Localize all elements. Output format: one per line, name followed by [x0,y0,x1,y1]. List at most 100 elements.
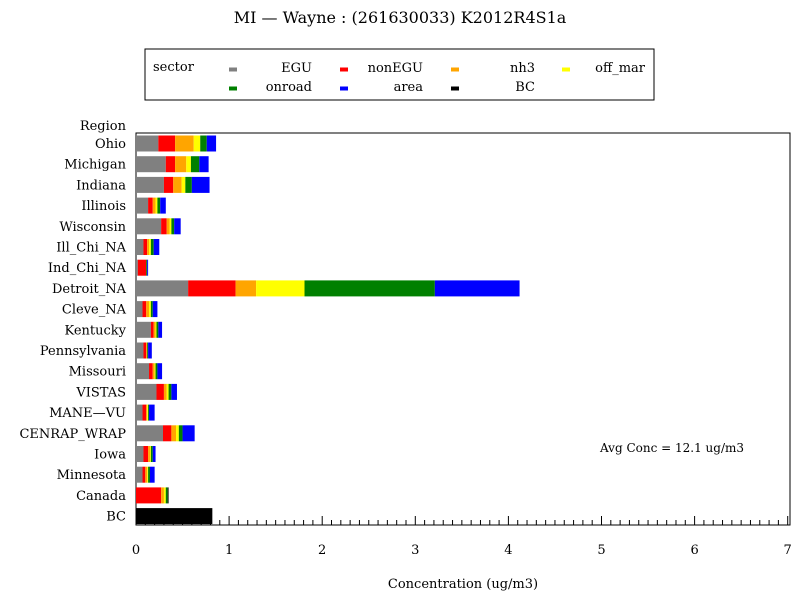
legend-swatch-nonegu [340,67,348,72]
bar-canada-nh3 [161,487,164,504]
category-label-mane-vu: MANE—VU [49,406,126,421]
legend-swatch-area [340,86,348,91]
bar-cenrap-wrap-egu [136,425,163,442]
bar-cleve-na-egu [136,301,143,318]
bar-cleve-na-off-mar [149,301,151,318]
bar-detroit-na-egu [136,280,189,297]
avg-conc-annotation: Avg Conc = 12.1 ug/m3 [599,441,744,455]
bar-michigan-off-mar [186,156,191,173]
bar-minnesota-egu [136,466,143,483]
bar-vistas-egu [136,383,157,400]
bar-cenrap-wrap-onroad [178,425,183,442]
bar-detroit-na-nonegu [188,280,236,297]
bar-cleve-na-area [152,301,158,318]
bar-illinois-off-mar [155,197,158,214]
bar-minnesota-area [149,466,155,483]
category-label-indiana: Indiana [76,178,126,193]
bar-minnesota-off-mar [147,466,149,483]
legend-swatch-onroad [229,86,237,91]
bar-missouri-off-mar [154,363,156,380]
x-axis-label: Concentration (ug/m3) [388,577,538,592]
legend-label-nh3: nh3 [510,61,535,76]
bar-missouri-area [157,363,163,380]
bar-ind-chi-na-nonegu [137,259,147,276]
bar-ill-chi-na-egu [136,239,144,255]
bar-ill-chi-na-nonegu [143,239,148,255]
bar-kentucky-onroad [156,321,159,338]
x-tick-label: 3 [411,543,419,558]
bar-canada-nonegu [136,487,162,504]
bar-ind-chi-na-area [147,259,149,276]
category-label-ohio: Ohio [95,137,126,152]
bar-mane-vu-area [149,404,155,421]
legend-box [144,48,655,101]
bar-cenrap-wrap-off-mar [176,425,179,442]
bar-detroit-na-off-mar [256,280,305,297]
category-label-cenrap-wrap: CENRAP_WRAP [19,427,126,442]
category-label-michigan: Michigan [64,158,126,173]
x-tick-label: 5 [597,543,605,558]
bar-cenrap-wrap-area [182,425,195,442]
bar-indiana-off-mar [181,176,186,193]
legend-label-off-mar: off_mar [595,61,646,76]
bar-mane-vu-egu [136,404,143,421]
bar-ohio-onroad [200,135,207,152]
bar-mane-vu-off-mar [147,404,149,421]
x-tick-label: 1 [225,543,233,558]
bar-missouri-nonegu [149,363,153,380]
bar-canada-off-mar [163,487,166,504]
bar-minnesota-nonegu [142,466,146,483]
bar-mane-vu-nonegu [142,404,147,421]
bar-indiana-nonegu [163,176,174,193]
bar-illinois-nonegu [148,197,153,214]
bar-iowa-egu [136,446,144,462]
x-tick-label: 4 [504,543,512,558]
bar-kentucky-egu [136,321,151,338]
category-label-wisconsin: Wisconsin [59,220,126,235]
bar-illinois-nh3 [152,197,156,214]
legend-label-onroad: onroad [266,80,312,95]
bar-ohio-off-mar [193,135,201,152]
bar-indiana-egu [136,176,164,193]
category-label-vistas: VISTAS [75,385,126,400]
category-label-illinois: Illinois [81,199,126,214]
bar-illinois-area [160,197,166,214]
bar-wisconsin-nonegu [161,218,167,235]
bar-mane-vu-onroad [148,404,150,421]
bar-detroit-na-onroad [304,280,435,297]
legend-swatch-bc [451,86,459,91]
bar-indiana-area [191,176,210,193]
bar-wisconsin-nh3 [166,218,170,235]
bar-detroit-na-nh3 [235,280,257,297]
bar-canada-onroad [165,487,168,504]
legend-swatch-egu [229,67,237,72]
bar-missouri-nh3 [152,363,155,380]
bar-detroit-na-area [434,280,520,297]
chart-title: MI — Wayne : (261630033) K2012R4S1a [234,8,567,27]
plot-area [135,132,791,526]
bar-iowa-off-mar [149,446,151,462]
bar-kentucky-off-mar [155,321,157,338]
legend-label-area: area [394,80,424,95]
bar-michigan-nonegu [165,156,176,173]
bar-indiana-nh3 [173,176,182,193]
bar-kentucky-nonegu [150,321,154,338]
category-label-minnesota: Minnesota [57,468,127,483]
bar-pennsylvania-nh3 [146,342,148,359]
category-label-iowa: Iowa [94,448,126,463]
bar-iowa-nonegu [143,446,149,462]
bar-iowa-onroad [150,446,153,462]
bar-minnesota-nh3 [145,466,148,483]
legend-swatch-off-mar [562,67,570,72]
x-tick-label: 7 [784,543,792,558]
x-tick-label: 6 [690,543,698,558]
bar-iowa-nh3 [148,446,150,462]
category-label-missouri: Missouri [69,365,126,380]
bar-vistas-onroad [168,383,172,400]
bar-kentucky-nh3 [153,321,156,338]
bar-wisconsin-onroad [171,218,175,235]
bar-canada-bc [167,487,169,504]
bar-ind-chi-na-egu [136,259,138,276]
